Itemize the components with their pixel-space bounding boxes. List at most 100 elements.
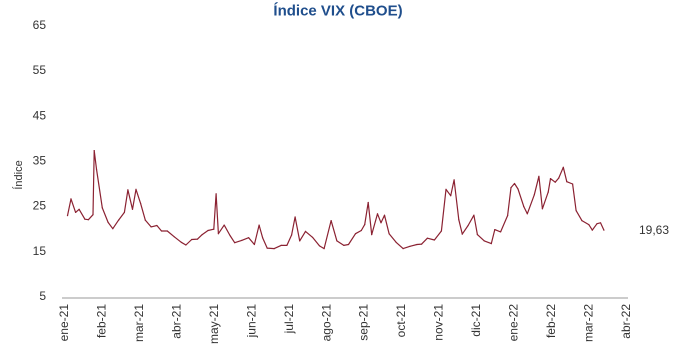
data-point [426,237,428,239]
data-point [364,224,366,226]
x-axis-ticks: ene-21 feb-21 mar-21 abr-21 may-21 jun-21 jul-… [57,304,633,344]
data-point [118,219,120,221]
data-point [513,182,516,185]
data-point [78,208,80,210]
data-point [541,208,544,210]
data-point [453,179,455,181]
data-point [500,231,502,233]
data-point [467,224,469,227]
data-point [70,198,72,200]
x-tick-label: sep-21 [357,304,371,341]
data-point [599,222,602,224]
data-point [229,234,231,237]
x-tick-label: nov-21 [432,304,446,341]
data-point [547,191,549,193]
data-point [311,236,314,238]
chart-title: Índice VIX (CBOE) [273,2,402,19]
x-tick-label: jul-21 [282,304,296,335]
x-tick-label: abr-22 [619,304,633,339]
data-point [402,248,404,250]
data-point [234,242,236,244]
data-point [323,248,325,250]
data-point [215,193,217,195]
data-point [196,238,199,240]
data-point [440,230,442,232]
data-point [280,244,282,246]
data-point [409,245,411,247]
data-point [588,224,590,226]
data-point [191,238,193,241]
data-point [526,213,528,215]
y-tick-label: 55 [33,63,47,77]
y-tick-label: 15 [33,244,47,258]
data-point [575,210,577,212]
data-point [533,194,535,196]
data-point [347,243,350,246]
data-point [566,181,568,183]
y-tick-label: 5 [39,289,46,303]
data-point [207,229,209,232]
data-point [421,243,423,245]
data-point [433,239,435,241]
data-point [180,241,182,243]
data-point [286,244,288,246]
x-tick-label: feb-22 [544,304,558,338]
data-point [185,244,187,246]
data-point [581,220,583,222]
y-axis-ticks: 5 15 25 35 45 55 65 [33,18,47,303]
data-point [253,243,255,246]
data-point [156,224,158,227]
data-point [217,233,219,235]
data-point [248,237,250,239]
data-point [388,233,390,235]
data-point [461,233,463,235]
y-tick-label: 45 [33,108,47,122]
data-points [66,150,605,250]
x-tick-label: abr-21 [169,304,183,339]
x-tick-label: ago-21 [319,304,333,342]
y-tick-label: 35 [33,154,47,168]
data-point [131,208,134,210]
y-tick-label: 65 [33,18,47,32]
last-value-label: 19,63 [639,223,669,237]
data-point [494,229,496,231]
data-point [517,188,519,190]
x-tick-label: feb-21 [94,304,108,338]
y-tick-label: 25 [33,199,47,213]
data-point [383,214,386,216]
data-point [367,201,369,204]
data-point [591,229,593,231]
data-point [262,237,264,239]
data-point [416,243,418,246]
data-point [476,234,478,236]
data-point [101,207,103,209]
data-point [354,233,357,235]
data-point [572,183,574,185]
data-point [538,175,540,177]
data-point [75,211,77,213]
x-tick-label: ene-22 [507,304,521,342]
data-point [112,228,114,230]
data-point [241,239,243,241]
x-tick-label: mar-21 [132,304,146,342]
data-point [380,222,382,224]
data-point [336,240,338,242]
x-tick-label: mar-22 [582,304,596,342]
data-point [554,181,556,183]
x-tick-label: ene-21 [57,304,71,342]
data-point [376,213,379,215]
data-point [445,188,447,190]
data-point [304,230,307,232]
data-point [127,189,129,191]
data-point [562,166,564,168]
data-point [523,206,525,208]
x-tick-label: jun-21 [244,304,258,339]
data-point [558,177,560,179]
data-point [140,202,142,204]
data-point [371,234,373,236]
data-point [201,234,203,236]
data-point [294,216,296,218]
data-point [273,248,275,250]
series-line-vix [66,150,605,250]
